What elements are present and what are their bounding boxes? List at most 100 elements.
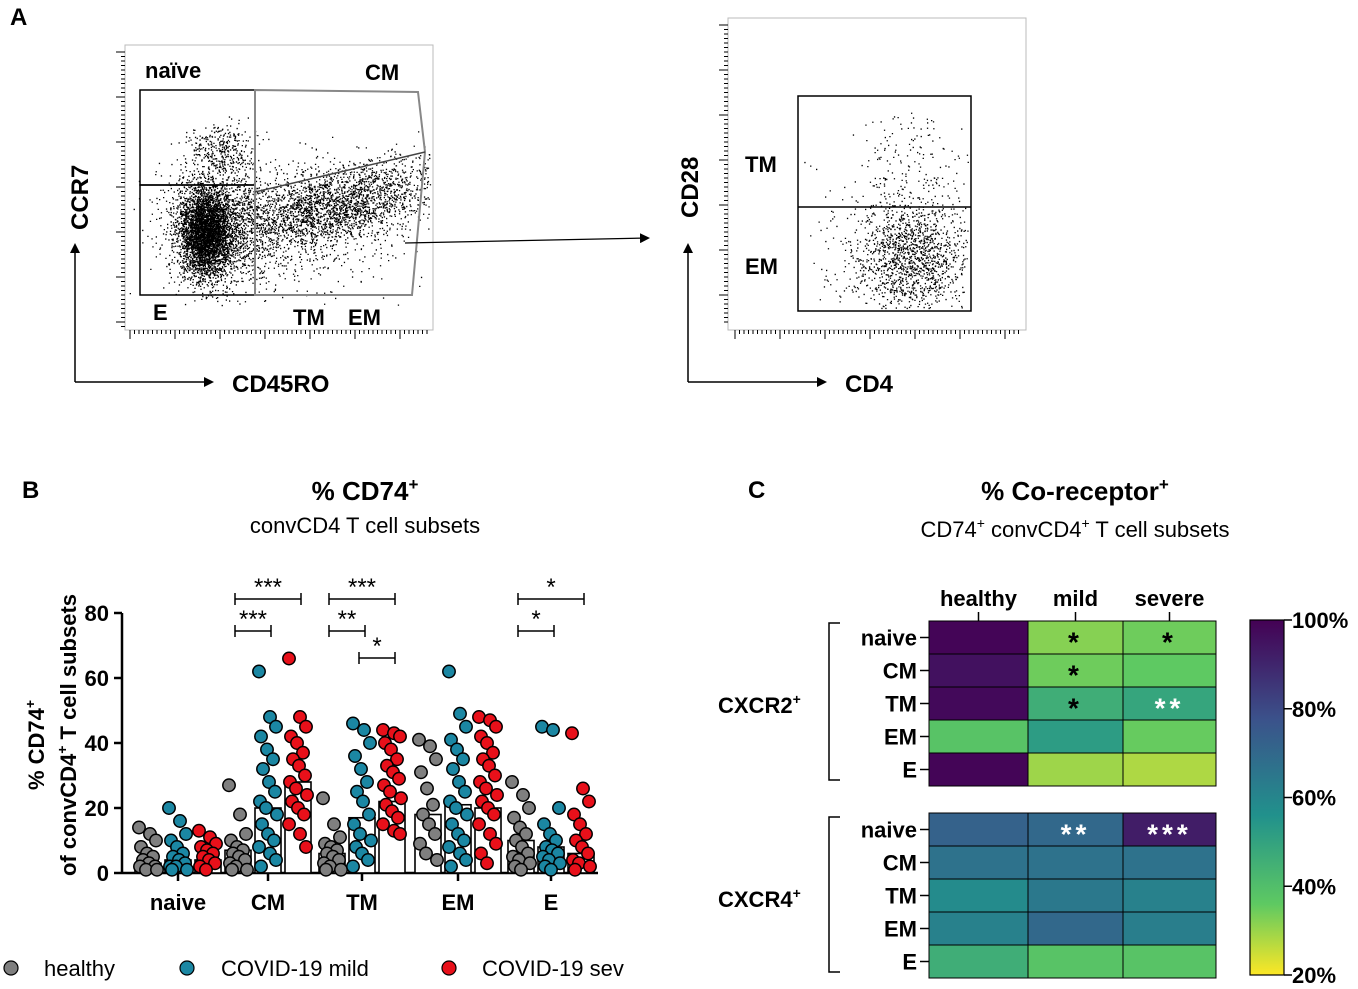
data-point	[489, 719, 503, 734]
data-point	[516, 788, 530, 802]
flow-plot-2: TM EM	[719, 17, 1027, 339]
data-point	[544, 862, 558, 877]
heatmap-cell	[928, 812, 1029, 847]
data-point	[449, 801, 463, 815]
data-point	[459, 853, 473, 867]
event-cloud	[150, 131, 432, 292]
heatmap-cell	[928, 620, 1029, 655]
group-cxcr2-text: CXCR2	[718, 693, 793, 718]
heatmap-row-label: EM	[884, 725, 917, 750]
data-point	[565, 726, 579, 741]
flow-plot-1-ticks	[116, 51, 428, 339]
data-point	[298, 768, 312, 783]
significance-bracket	[517, 593, 585, 605]
gate-label-tm: TM	[293, 305, 325, 330]
panel-b-ylabel-1: % CD74+	[22, 700, 49, 790]
colorbar-label: 20%	[1292, 963, 1336, 988]
group-label-cxcr4: CXCR4+	[718, 885, 801, 912]
gate-label-em: EM	[348, 305, 381, 330]
colorbar-label: 80%	[1292, 697, 1336, 722]
axis-label-cd28: CD28	[677, 157, 704, 218]
data-point	[472, 817, 486, 832]
data-point	[393, 827, 407, 841]
data-point	[239, 827, 253, 841]
heatmap-significance: *	[1068, 693, 1083, 724]
legend-label-mild: COVID-19 mild	[221, 956, 369, 981]
data-point	[507, 810, 521, 825]
data-point	[346, 716, 360, 731]
data-point	[347, 817, 361, 832]
significance-bracket	[234, 625, 272, 637]
data-point	[420, 781, 434, 796]
data-point	[430, 853, 444, 867]
gate-naive	[139, 89, 256, 186]
data-point	[483, 827, 497, 841]
data-point	[362, 807, 376, 822]
event-cloud	[133, 134, 309, 306]
data-point	[426, 797, 440, 812]
flow-plot-2-ticks	[719, 24, 1019, 339]
event-cloud	[170, 116, 270, 187]
data-point	[423, 739, 437, 754]
data-point	[480, 856, 494, 871]
legend-swatch-sev	[441, 960, 457, 976]
heatmap-cell	[1027, 620, 1124, 655]
event-cloud	[804, 161, 968, 310]
data-point	[576, 781, 590, 796]
data-point	[567, 807, 581, 822]
panel-b-subtitle: convCD4 T cell subsets	[250, 513, 480, 538]
heatmap-significance: **	[1155, 693, 1185, 724]
data-point	[252, 840, 266, 854]
legend-swatch-healthy	[3, 960, 19, 976]
heatmap-cell	[928, 878, 1029, 913]
x-tick-label: TM	[346, 890, 378, 915]
data-point	[293, 827, 307, 841]
data-point	[132, 820, 146, 835]
data-point	[514, 862, 528, 877]
panel-c-title-sup: +	[1159, 475, 1169, 494]
heatmap-cell	[928, 911, 1029, 946]
data-point	[162, 801, 176, 815]
legend-swatch-mild	[179, 960, 195, 976]
data-point	[256, 762, 270, 776]
heatmap-cell	[1027, 719, 1124, 754]
data-point	[583, 859, 597, 874]
heatmap-cell	[1027, 911, 1124, 946]
heatmap-row-label: EM	[884, 917, 917, 942]
gate-arrow	[404, 233, 650, 244]
heatmap-cell	[1122, 944, 1217, 979]
data-point	[444, 859, 458, 874]
subtitle-b: convCD4	[985, 517, 1082, 542]
subtitle-a: CD74	[920, 517, 976, 542]
x-tick-label: E	[544, 890, 559, 915]
heatmap-row-label: naive	[861, 818, 917, 843]
heatmap-cell	[928, 719, 1029, 754]
heatmap-cell	[1122, 686, 1217, 721]
data-point	[413, 836, 427, 851]
heatmap-significance: ***	[1147, 819, 1192, 850]
data-point	[445, 817, 459, 832]
data-point	[263, 710, 277, 724]
colorbar-gradient	[1249, 619, 1285, 976]
data-point	[490, 788, 504, 802]
data-point	[254, 859, 268, 874]
heatmap-significance: *	[1162, 627, 1177, 658]
data-point	[486, 745, 500, 760]
panel-b-title-sup: +	[408, 475, 418, 494]
ylabel-1-sup: +	[22, 700, 38, 708]
data-point	[269, 719, 283, 734]
data-point	[412, 732, 426, 747]
data-point	[300, 788, 314, 802]
data-point	[319, 862, 333, 877]
heatmap-cell	[1027, 878, 1124, 913]
heatmap-cell	[1027, 812, 1124, 847]
data-point	[254, 729, 268, 744]
heatmap-row-label: naive	[861, 626, 917, 651]
legend-label-sev: COVID-19 sev	[482, 956, 624, 981]
data-point	[316, 791, 330, 806]
significance-stars: ***	[239, 606, 267, 633]
gate-label-e: E	[153, 300, 168, 325]
data-point	[422, 817, 436, 832]
data-point	[270, 807, 284, 822]
